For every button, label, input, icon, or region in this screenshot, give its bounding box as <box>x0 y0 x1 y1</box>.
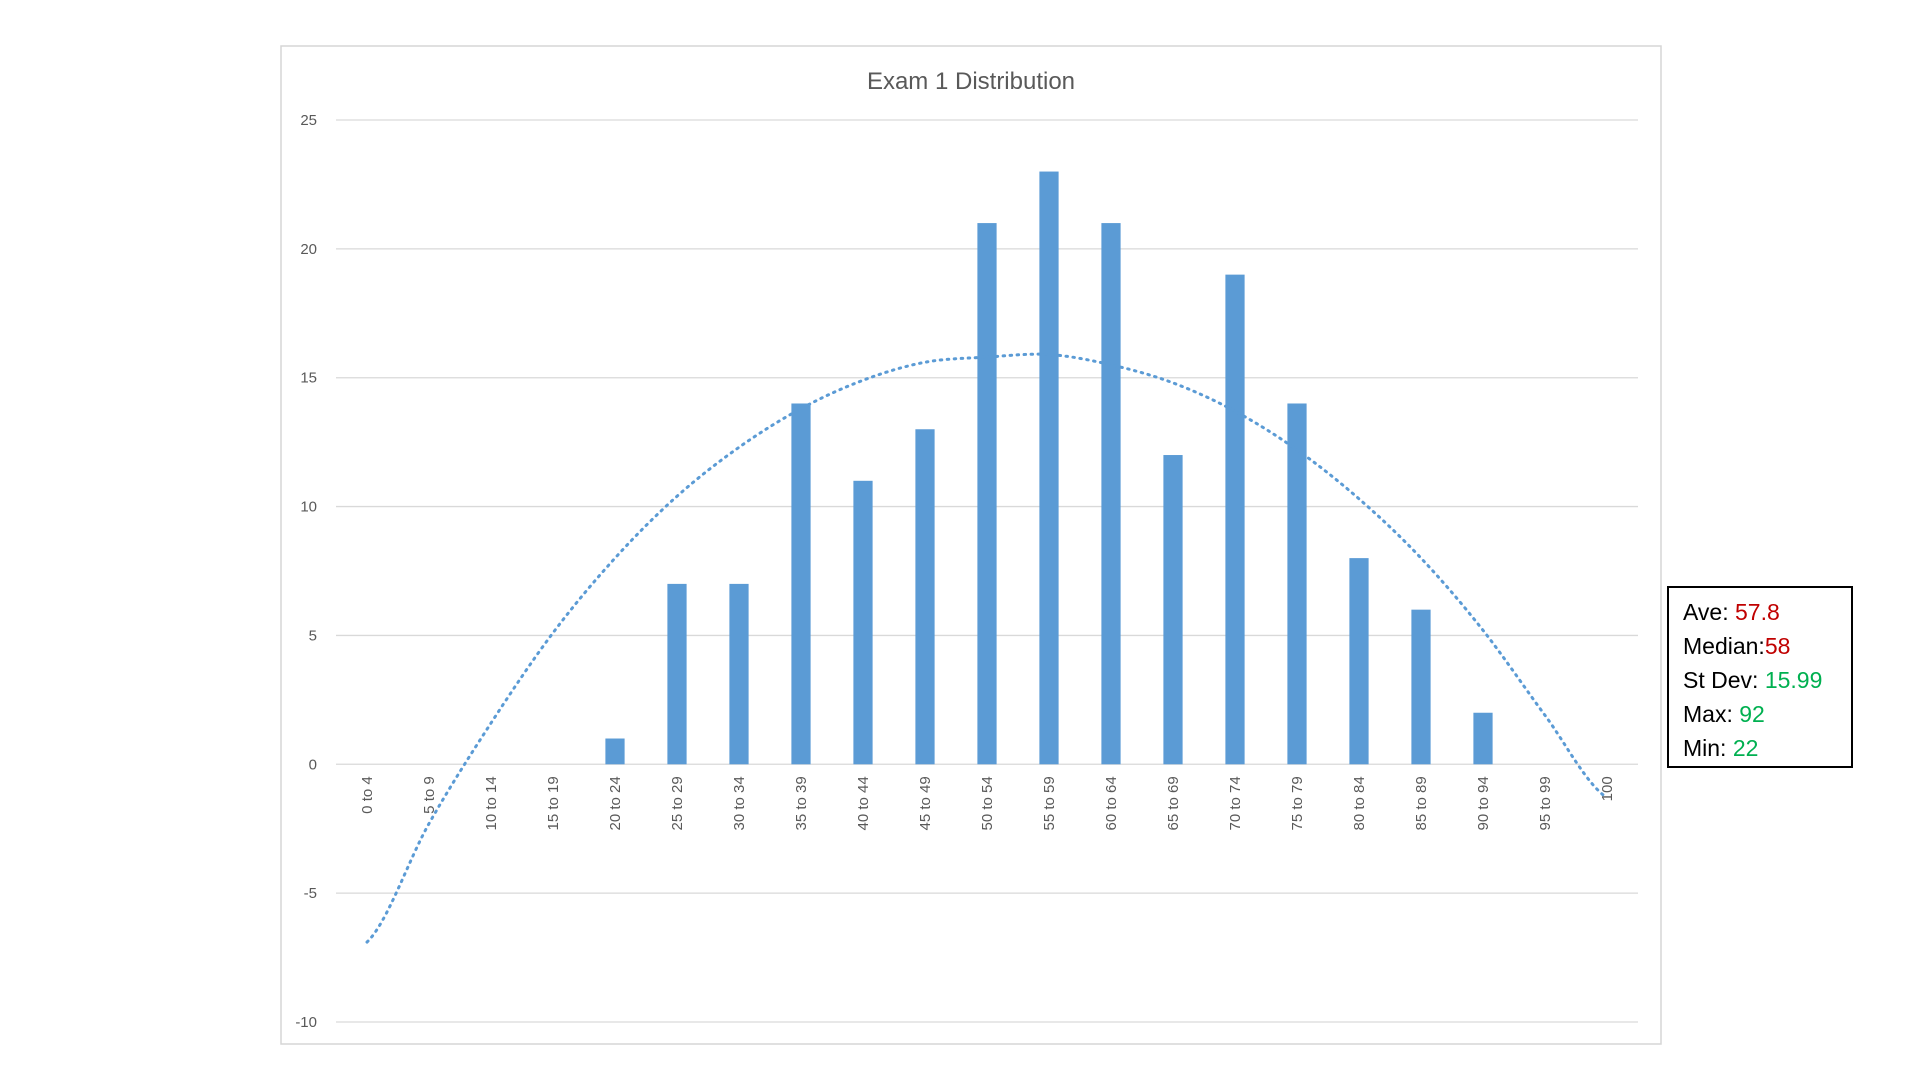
bar <box>791 403 811 765</box>
x-tick-label: 55 to 59 <box>1041 776 1058 830</box>
y-tick-label: 0 <box>309 756 317 773</box>
stat-average: Ave: 57.8 <box>1683 595 1851 629</box>
bar <box>1287 403 1307 765</box>
stat-max-label: Max: <box>1683 701 1740 727</box>
x-tick-label: 80 to 84 <box>1351 776 1368 830</box>
x-tick-label: 70 to 74 <box>1227 776 1244 830</box>
bar <box>915 429 935 765</box>
y-tick-label: 10 <box>300 499 317 516</box>
stat-max-value: 92 <box>1739 701 1765 727</box>
x-tick-label: 75 to 79 <box>1289 776 1306 830</box>
x-tick-label: 50 to 54 <box>979 776 996 830</box>
x-tick-label: 0 to 4 <box>359 776 376 814</box>
stat-average-value: 57.8 <box>1735 599 1780 625</box>
bar <box>1411 609 1431 765</box>
stat-min-label: Min: <box>1683 735 1733 761</box>
bar <box>1225 274 1245 765</box>
bar <box>605 738 625 765</box>
y-axis-tick-labels: -10 -5 0 5 10 15 20 25 <box>295 112 317 1031</box>
stat-median-value: 58 <box>1764 633 1791 659</box>
bar <box>853 480 873 765</box>
y-tick-label: 5 <box>309 627 317 644</box>
x-axis-tick-labels: 0 to 4 5 to 9 10 to 14 15 to 19 20 to 24 25 t… <box>359 776 1616 830</box>
x-tick-label: 10 to 14 <box>483 776 500 830</box>
stat-average-label: Ave: <box>1683 599 1735 625</box>
bar <box>1101 223 1121 765</box>
stat-stdev-value: 15.99 <box>1764 667 1823 693</box>
bar <box>1349 558 1369 765</box>
bar <box>1039 171 1059 765</box>
stat-stdev: St Dev: 15.99 <box>1683 663 1851 697</box>
bar <box>1163 455 1183 765</box>
y-tick-label: 25 <box>300 112 317 129</box>
y-tick-label: -10 <box>295 1014 317 1031</box>
stat-median-label: Median: <box>1683 633 1765 659</box>
trendline <box>365 352 1609 944</box>
bar <box>667 583 687 765</box>
stat-stdev-label: St Dev: <box>1683 667 1765 693</box>
x-tick-label: 60 to 64 <box>1103 776 1120 830</box>
x-tick-label: 90 to 94 <box>1475 776 1492 830</box>
x-tick-label: 100 <box>1599 776 1616 801</box>
trendline-group <box>365 352 1609 944</box>
bar <box>1473 712 1493 765</box>
stat-max: Max: 92 <box>1683 697 1851 731</box>
x-tick-label: 15 to 19 <box>545 776 562 830</box>
stat-median: Median:58 <box>1683 629 1851 663</box>
x-tick-label: 30 to 34 <box>731 776 748 830</box>
bar <box>977 223 997 765</box>
x-tick-label: 25 to 29 <box>669 776 686 830</box>
stat-min: Min: 22 <box>1683 731 1851 765</box>
x-tick-label: 5 to 9 <box>421 776 438 814</box>
stat-min-value: 22 <box>1732 735 1759 761</box>
x-tick-label: 20 to 24 <box>607 776 624 830</box>
x-tick-label: 65 to 69 <box>1165 776 1182 830</box>
x-tick-label: 95 to 99 <box>1537 776 1554 830</box>
stats-box: Ave: 57.8 Median:58 St Dev: 15.99 Max: 9… <box>1667 586 1853 768</box>
x-tick-label: 40 to 44 <box>855 776 872 830</box>
x-tick-label: 85 to 89 <box>1413 776 1430 830</box>
chart-frame <box>280 45 1662 1045</box>
y-tick-label: 15 <box>300 370 317 387</box>
y-tick-label: -5 <box>304 885 317 902</box>
y-tick-label: 20 <box>300 241 317 258</box>
x-tick-label: 45 to 49 <box>917 776 934 830</box>
bar <box>729 583 749 765</box>
chart-title: Exam 1 Distribution <box>867 68 1075 95</box>
bars <box>605 171 1493 765</box>
x-tick-label: 35 to 39 <box>793 776 810 830</box>
